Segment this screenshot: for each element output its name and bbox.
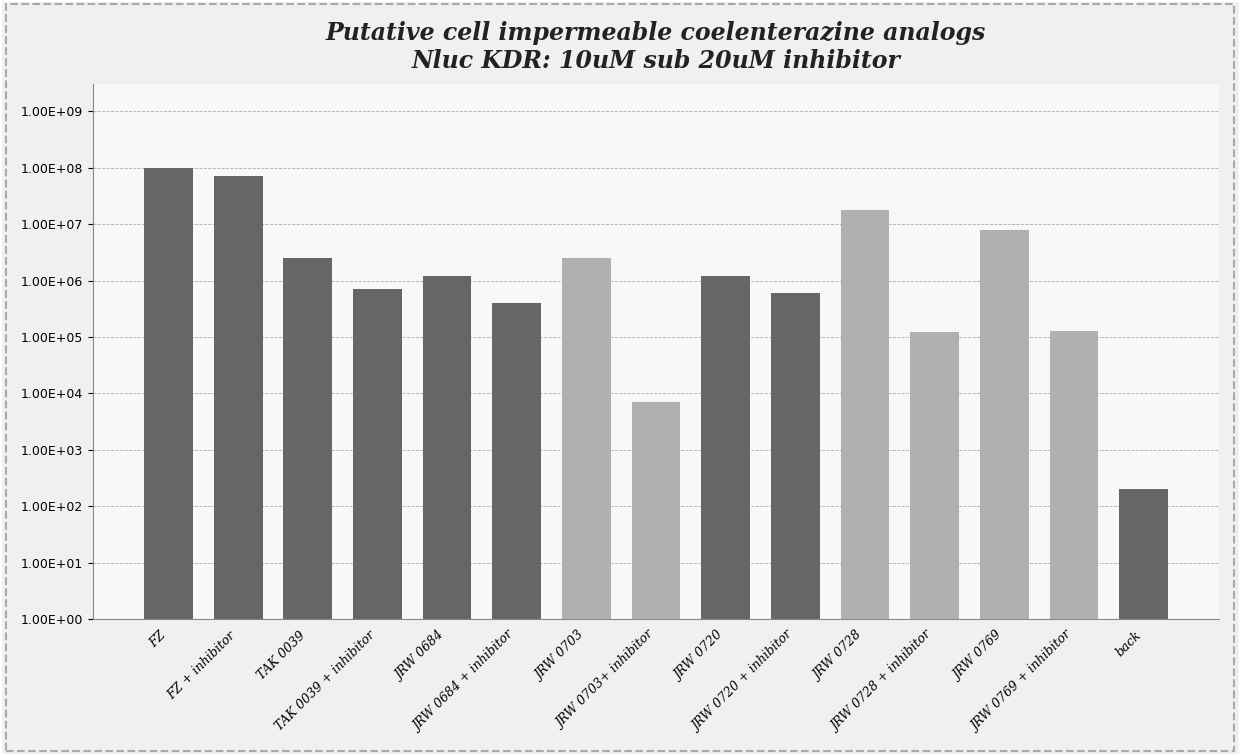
Bar bbox=[213, 177, 263, 755]
Bar bbox=[910, 332, 959, 755]
Bar bbox=[562, 258, 611, 755]
Bar bbox=[841, 210, 889, 755]
Bar bbox=[702, 276, 750, 755]
Bar bbox=[980, 230, 1029, 755]
Bar bbox=[423, 276, 471, 755]
Bar bbox=[771, 293, 820, 755]
Bar bbox=[492, 303, 541, 755]
Bar bbox=[1049, 331, 1099, 755]
Bar bbox=[144, 168, 193, 755]
Title: Putative cell impermeable coelenterazine analogs
Nluc KDR: 10uM sub 20uM inhibit: Putative cell impermeable coelenterazine… bbox=[326, 21, 986, 72]
Bar bbox=[284, 258, 332, 755]
Bar bbox=[631, 402, 681, 755]
Bar bbox=[1120, 489, 1168, 755]
Bar bbox=[353, 289, 402, 755]
